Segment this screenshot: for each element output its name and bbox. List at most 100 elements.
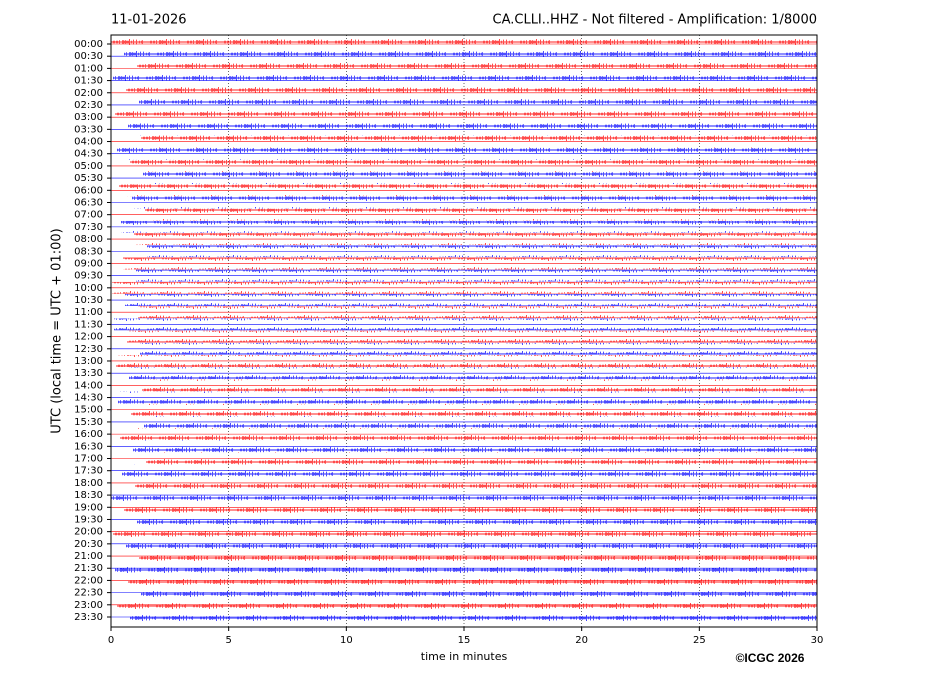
trace <box>119 184 825 196</box>
trace <box>124 501 830 513</box>
trace <box>138 306 844 318</box>
y-tick-label: 03:30 <box>74 124 103 135</box>
y-tick-label: 08:30 <box>74 246 103 257</box>
y-tick-label: 05:30 <box>74 173 103 184</box>
y-tick-label: 18:30 <box>74 490 103 501</box>
y-tick-label: 17:00 <box>74 454 103 465</box>
y-tick-label: 16:30 <box>74 441 103 452</box>
y-tick-label: 11:00 <box>74 307 103 318</box>
y-tick-label: 11:30 <box>74 319 103 330</box>
trace <box>126 538 832 550</box>
y-tick-label: 03:00 <box>74 112 103 123</box>
y-tick-label: 01:00 <box>74 63 103 74</box>
x-tick-label: 30 <box>811 635 824 646</box>
trace <box>117 148 823 160</box>
y-tick-label: 01:30 <box>74 76 103 87</box>
trace <box>127 331 833 343</box>
trace <box>111 38 817 50</box>
trace <box>136 270 842 282</box>
y-tick-label: 13:30 <box>74 368 103 379</box>
trace <box>134 233 840 245</box>
trace <box>135 477 841 489</box>
trace <box>118 392 824 404</box>
x-tick-label: 0 <box>108 635 114 646</box>
trace <box>139 550 845 562</box>
y-tick-label: 09:30 <box>74 271 103 282</box>
y-tick-label: 16:00 <box>74 429 103 440</box>
y-tick-label: 12:00 <box>74 332 103 343</box>
y-tick-label: 10:30 <box>74 295 103 306</box>
y-tick-label: 00:30 <box>74 51 103 62</box>
trace <box>130 160 836 172</box>
y-tick-label: 02:00 <box>74 88 103 99</box>
y-tick-label: 20:00 <box>74 527 103 538</box>
trace <box>146 453 852 465</box>
trace <box>128 123 834 135</box>
x-tick-label: 15 <box>458 635 471 646</box>
x-tick-label: 10 <box>340 635 353 646</box>
trace <box>143 172 849 184</box>
y-tick-label: 18:00 <box>74 478 103 489</box>
y-tick-label: 23:00 <box>74 600 103 611</box>
y-tick-label: 00:00 <box>74 39 103 50</box>
trace <box>130 611 836 623</box>
y-tick-label: 17:30 <box>74 466 103 477</box>
y-tick-label: 05:00 <box>74 161 103 172</box>
trace <box>116 355 822 367</box>
trace <box>139 99 845 111</box>
chart-date: 11-01-2026 <box>111 13 187 28</box>
trace <box>126 87 832 99</box>
trace <box>132 196 838 208</box>
y-tick-label: 07:30 <box>74 222 103 233</box>
y-tick-label: 19:00 <box>74 502 103 513</box>
trace <box>111 489 817 501</box>
x-tick-label: 5 <box>225 635 231 646</box>
x-tick-label: 20 <box>575 635 588 646</box>
x-axis-label: time in minutes <box>421 650 508 663</box>
trace <box>123 257 829 269</box>
y-tick-label: 08:00 <box>74 234 103 245</box>
trace <box>129 367 835 379</box>
trace <box>141 587 847 599</box>
trace <box>121 221 827 233</box>
trace <box>144 416 850 428</box>
y-tick-label: 19:30 <box>74 514 103 525</box>
trace <box>137 62 843 74</box>
trace <box>117 599 823 611</box>
y-tick-label: 04:30 <box>74 149 103 160</box>
trace <box>125 294 831 306</box>
trace <box>141 136 847 148</box>
trace <box>133 440 839 452</box>
y-tick-label: 20:30 <box>74 539 103 550</box>
trace <box>113 75 819 87</box>
trace <box>114 318 820 330</box>
y-tick-label: 22:30 <box>74 588 103 599</box>
y-tick-label: 04:00 <box>74 137 103 148</box>
y-tick-label: 15:00 <box>74 405 103 416</box>
y-tick-label: 06:00 <box>74 185 103 196</box>
y-tick-label: 21:30 <box>74 563 103 574</box>
y-tick-label: 06:30 <box>74 197 103 208</box>
y-tick-label: 14:00 <box>74 380 103 391</box>
y-tick-label: 14:30 <box>74 393 103 404</box>
trace <box>113 526 819 538</box>
y-tick-label: 21:00 <box>74 551 103 562</box>
trace <box>115 562 821 574</box>
y-tick-label: 09:00 <box>74 258 103 269</box>
trace <box>122 465 828 477</box>
trace <box>124 50 830 62</box>
trace <box>120 428 826 440</box>
trace <box>115 111 821 123</box>
y-axis-label: UTC (local time = UTC + 01:00) <box>50 228 65 433</box>
trace <box>147 245 853 257</box>
copyright: ©ICGC 2026 <box>736 651 805 665</box>
y-tick-label: 13:00 <box>74 356 103 367</box>
trace <box>128 574 834 586</box>
chart-title: CA.CLLI..HHZ - Not filtered - Amplificat… <box>493 13 818 28</box>
trace <box>137 513 843 525</box>
trace <box>145 209 851 221</box>
y-tick-label: 10:00 <box>74 283 103 294</box>
trace <box>142 379 848 391</box>
y-tick-label: 02:30 <box>74 100 103 111</box>
